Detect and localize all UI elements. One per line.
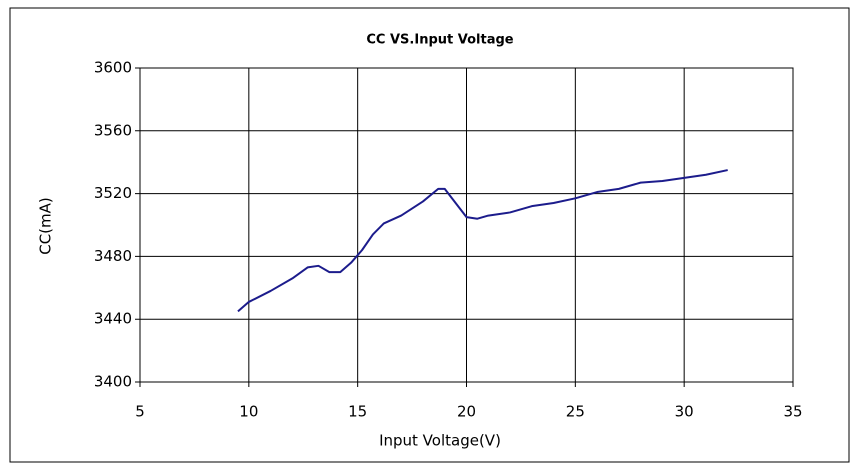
x-axis-label: Input Voltage(V)	[379, 432, 501, 450]
x-tick-label: 25	[566, 403, 585, 421]
y-axis-label: CC(mA)	[37, 197, 55, 255]
y-tick-label: 3520	[94, 184, 132, 202]
chart-frame	[9, 7, 850, 463]
y-tick-label: 3440	[94, 310, 132, 328]
x-tick-label: 35	[783, 403, 802, 421]
plot-area	[139, 67, 794, 383]
y-tick-label: 3560	[94, 121, 132, 139]
x-tick-label: 30	[675, 403, 694, 421]
data-line	[237, 169, 728, 313]
x-tick-label: 5	[135, 403, 145, 421]
x-tick-label: 10	[239, 403, 258, 421]
x-tick-label: 15	[348, 403, 367, 421]
y-tick-label: 3480	[94, 247, 132, 265]
x-tick-label: 20	[457, 403, 476, 421]
y-tick-label: 3400	[94, 373, 132, 391]
y-tick-label: 3600	[94, 59, 132, 77]
chart-title: CC VS.Input Voltage	[366, 33, 513, 48]
